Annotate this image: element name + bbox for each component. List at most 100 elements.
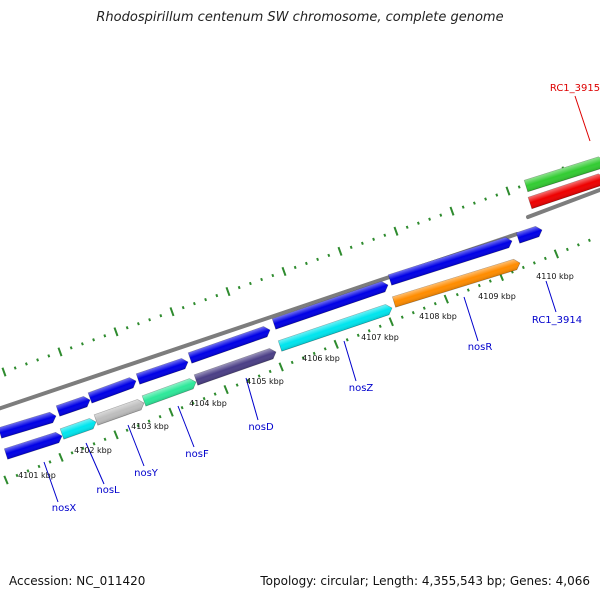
outer-gene-arrow-shine xyxy=(516,226,542,244)
inner-tick xyxy=(323,347,327,351)
outer-tick xyxy=(271,273,275,278)
gene-label-nosd: nosD xyxy=(248,422,274,433)
outer-tick xyxy=(495,193,499,197)
inner-gene-arrow xyxy=(141,378,197,407)
outer-tick xyxy=(103,334,107,338)
outer-tick xyxy=(36,358,40,362)
inner-tick xyxy=(367,329,371,333)
inner-tick xyxy=(257,374,261,378)
inner-tick xyxy=(246,378,250,383)
outer-tick xyxy=(148,318,152,322)
outer-tick xyxy=(416,221,420,225)
inner-gene-arrow xyxy=(391,258,521,308)
outer-gene-arrow xyxy=(187,326,271,364)
outer-tick xyxy=(439,213,443,217)
scale-label: 4109 kbp xyxy=(478,292,516,301)
inner-tick xyxy=(345,338,349,342)
inner-gene-arrow-shine xyxy=(142,378,196,407)
inner-tick xyxy=(433,301,437,306)
outer-gene-arrow-shine xyxy=(388,237,512,286)
inner-tick xyxy=(422,306,426,310)
outer-tick xyxy=(383,233,387,237)
inner-gene-arrow xyxy=(93,399,145,426)
inner-tick xyxy=(81,446,85,451)
inner-gene-arrow xyxy=(59,418,97,440)
outer-tick xyxy=(405,225,409,229)
outer-gene-arrow-shine xyxy=(56,396,90,417)
inner-tick-marks xyxy=(3,238,591,485)
gene-label-nosy-leader xyxy=(127,424,145,467)
outer-tick xyxy=(505,186,511,196)
outer-gene-arrow-shine xyxy=(272,281,389,330)
inner-tick xyxy=(356,333,360,337)
outer-tick xyxy=(169,307,175,317)
scale-label: 4105 kbp xyxy=(246,377,284,386)
inner-tick xyxy=(400,315,404,319)
inner-gene-arrow-shine xyxy=(60,418,96,440)
outer-tick xyxy=(316,257,320,262)
gene-label-rc1-3915-leader xyxy=(574,95,591,142)
inner-tick xyxy=(125,428,129,432)
inner-tick xyxy=(213,392,217,396)
outer-tick xyxy=(237,285,241,290)
outer-gene-arrow-shine xyxy=(136,358,189,385)
scale-label: 4106 kbp xyxy=(302,354,340,363)
inner-tick xyxy=(333,339,339,349)
inner-tick xyxy=(158,415,162,419)
inner-tick xyxy=(411,311,415,315)
inner-gene-arrow xyxy=(193,348,277,386)
scale-label: 4101 kbp xyxy=(18,471,56,480)
gene-red-arrow-shine xyxy=(528,173,600,209)
scale-label: 4108 kbp xyxy=(419,312,457,321)
outer-gene-arrow-shine xyxy=(88,377,137,404)
inner-gene-arrow xyxy=(3,431,63,460)
inner-tick xyxy=(290,360,294,365)
gene-label-nosz-leader xyxy=(343,340,357,382)
gene-label-nosf-leader xyxy=(177,405,195,448)
outer-tick xyxy=(337,246,343,256)
inner-tick xyxy=(37,464,41,469)
outer-tick xyxy=(13,366,17,370)
inner-tick xyxy=(3,475,9,485)
outer-tick xyxy=(136,322,140,326)
inner-tick xyxy=(136,424,140,428)
outer-tick xyxy=(472,201,476,205)
outer-tick xyxy=(225,286,231,297)
gene-label-nosy: nosY xyxy=(134,468,159,479)
inner-tick xyxy=(521,265,525,270)
gene-rc1-3915-arrow-shine xyxy=(524,156,600,192)
outer-tick xyxy=(461,205,465,209)
inner-tick xyxy=(378,324,382,328)
gene-label-rc1-3914: RC1_3914 xyxy=(532,315,582,326)
outer-tick xyxy=(428,217,432,221)
gene-label-nosf: nosF xyxy=(185,449,209,460)
outer-tick xyxy=(517,185,521,189)
gene-label-nosd-leader xyxy=(245,377,259,421)
outer-tick xyxy=(204,297,208,302)
inner-tick xyxy=(488,279,492,283)
outer-tick xyxy=(69,346,73,350)
outer-gene-arrow-shine xyxy=(0,412,57,439)
inner-tick xyxy=(26,469,30,473)
outer-tick xyxy=(327,253,331,258)
outer-tick xyxy=(449,206,455,216)
inner-tick xyxy=(92,442,96,446)
inner-tick xyxy=(48,460,52,464)
outer-tick xyxy=(1,367,7,377)
outer-tick xyxy=(281,266,287,277)
outer-tick xyxy=(125,326,129,330)
inner-tick xyxy=(180,405,184,410)
outer-tick xyxy=(215,293,219,298)
outer-gene-arrow-shine xyxy=(188,326,271,364)
outer-gene-arrow xyxy=(55,396,91,417)
scale-label: 4107 kbp xyxy=(361,333,399,342)
outer-tick xyxy=(393,226,399,236)
inner-tick xyxy=(278,362,284,372)
outer-tick xyxy=(57,347,63,357)
inner-gene-arrow-shine xyxy=(4,432,63,460)
gene-label-nosl: nosL xyxy=(96,485,120,496)
outer-tick xyxy=(248,281,252,286)
inner-tick xyxy=(565,247,569,252)
